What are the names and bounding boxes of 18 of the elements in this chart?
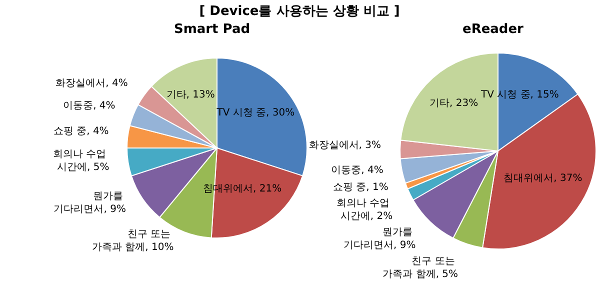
slice-label: 회의나 수업 시간에, 2% [336, 198, 393, 222]
slice-label: 쇼핑 중, 4% [53, 126, 109, 137]
chart-title: [ Device를 사용하는 상황 비교 ] [198, 3, 401, 20]
slice-label: 이동중, 4% [331, 164, 384, 176]
slice-label: 뭔가를 기다리면서, 9% [343, 226, 416, 251]
slice-label: 이동중, 4% [63, 100, 116, 112]
slice-label: 친구 또는 가족과 함께, 10% [92, 229, 174, 254]
slice-label: 침대위에서, 37% [504, 173, 582, 184]
slice-label: 뭔가를 기다리면서, 9% [54, 190, 126, 215]
slice-label: 기타, 23% [429, 98, 478, 110]
slice-label: 화장실에서, 4% [56, 78, 128, 89]
slice-label: 쇼핑 중, 1% [332, 182, 388, 193]
chart-subtitle: eReader [462, 22, 524, 37]
slice-label: 친구 또는 가족과 함께, 5% [382, 256, 458, 280]
slice-label: 기타, 13% [166, 89, 215, 100]
slice-label: 회의나 수업 시간에, 5% [52, 148, 110, 173]
chart-subtitle: Smart Pad [172, 22, 252, 37]
slice-label: 화장실에서, 3% [308, 140, 382, 152]
